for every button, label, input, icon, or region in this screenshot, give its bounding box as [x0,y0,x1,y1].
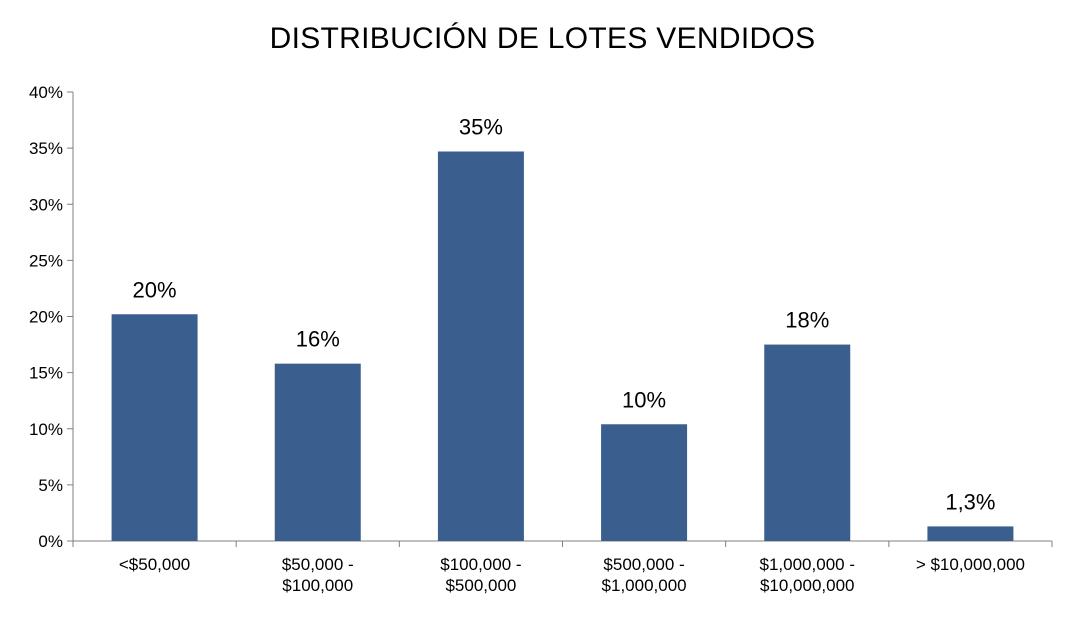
bar [601,424,688,541]
category-label: > $10,000,000 [916,555,1025,574]
y-tick-label: 25% [29,251,63,270]
category-label: $50,000 -$100,000 [282,555,354,595]
bar [274,363,361,541]
data-label: 16% [296,327,340,352]
data-label: 18% [785,308,829,333]
y-tick-label: 40% [29,83,63,102]
y-tick-label: 0% [38,532,63,551]
data-label: 35% [459,114,503,139]
category-label: $1,000,000 -$10,000,000 [760,555,855,595]
y-tick-label: 10% [29,420,63,439]
y-tick-label: 15% [29,364,63,383]
y-tick-label: 30% [29,195,63,214]
bar [764,344,851,541]
bar [437,151,524,541]
category-label: $500,000 -$1,000,000 [602,555,687,595]
category-label: <$50,000 [119,555,190,574]
chart-title: DISTRIBUCIÓN DE LOTES VENDIDOS [269,22,816,55]
y-tick-label: 35% [29,139,63,158]
bar [927,526,1014,541]
bar [111,314,198,541]
category-label: $100,000 -$500,000 [440,555,521,595]
y-axis: 0% 5% 10% 15% 20% 25% 30% 35% 40% [29,83,74,551]
data-label: 20% [133,277,177,302]
bars [111,151,1014,541]
x-axis: <$50,000 $50,000 -$100,000 $100,000 -$500,… [72,540,1053,595]
data-labels: 20% 16% 35% 10% 18% 1,3% [133,114,996,514]
data-label: 10% [622,387,666,412]
y-tick-label: 20% [29,308,63,327]
data-label: 1,3% [945,489,995,514]
y-tick-label: 5% [38,476,63,495]
